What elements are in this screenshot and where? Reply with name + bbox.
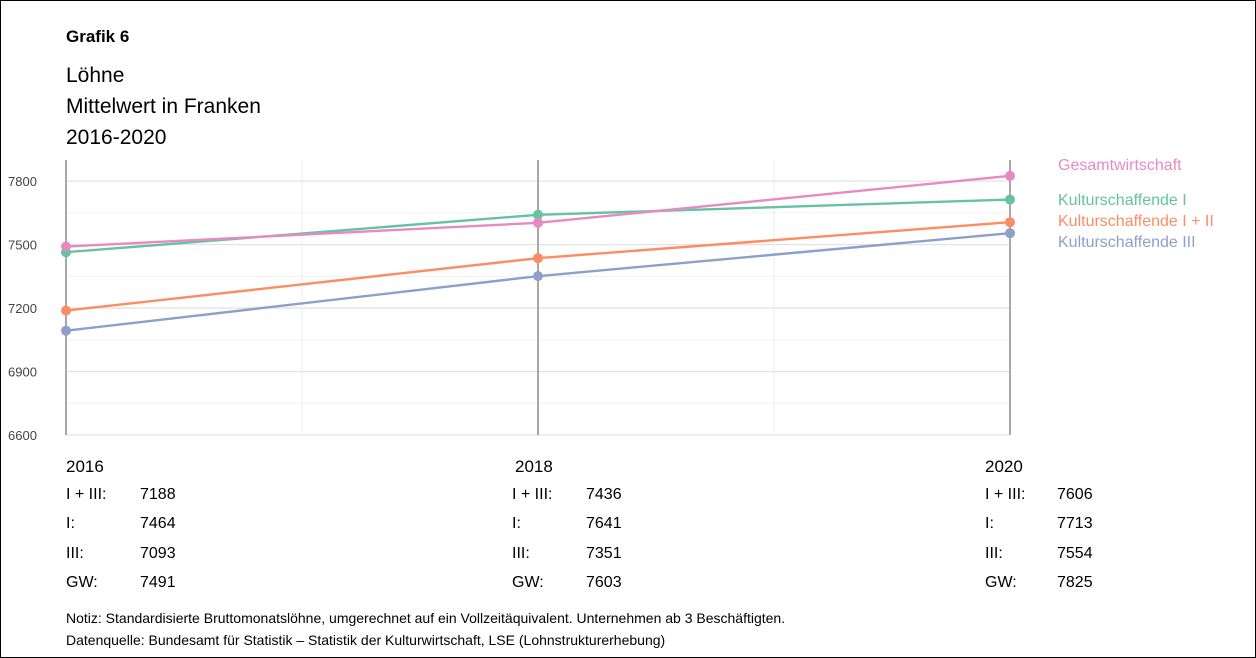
data-point xyxy=(533,209,543,220)
stat-value: 7603 xyxy=(586,574,622,591)
y-tick-label: 6600 xyxy=(8,428,37,443)
stat-value: 7188 xyxy=(140,486,176,503)
legend-kulturschaffende-i-ii: Kulturschaffende I + II xyxy=(1058,213,1214,230)
stat-label: I + III: xyxy=(66,486,107,503)
stat-label: III: xyxy=(985,545,1003,562)
figure-label: Grafik 6 xyxy=(66,27,130,46)
stat-value: 7491 xyxy=(140,574,176,591)
stat-value: 7713 xyxy=(1057,515,1093,532)
y-tick-label: 7200 xyxy=(8,301,37,316)
stats-year-2016: 2016 xyxy=(66,457,104,476)
legend-kulturschaffende-iii: Kulturschaffende III xyxy=(1058,234,1196,251)
stat-label: GW: xyxy=(985,574,1017,591)
stat-value: 7436 xyxy=(586,486,622,503)
data-point xyxy=(61,305,71,316)
stats-year-2020: 2020 xyxy=(985,457,1023,476)
chart-title-line-2: Mittelwert in Franken xyxy=(66,95,261,118)
stat-label: I + III: xyxy=(512,486,553,503)
stat-value: 7093 xyxy=(140,545,176,562)
data-point xyxy=(1005,194,1015,205)
footnote-notiz: Notiz: Standardisierte Bruttomonatslöhne… xyxy=(66,610,786,626)
legend-gesamtwirtschaft: Gesamtwirtschaft xyxy=(1058,157,1182,174)
stat-label: GW: xyxy=(66,574,98,591)
chart-title-line-1: Löhne xyxy=(66,64,125,87)
y-tick-label: 7500 xyxy=(8,238,37,253)
y-tick-label: 7800 xyxy=(8,174,37,189)
stat-label: III: xyxy=(66,545,84,562)
data-point xyxy=(1005,228,1015,239)
chart-title-line-3: 2016-2020 xyxy=(66,126,167,149)
data-point xyxy=(533,253,543,264)
footnote-datenquelle: Datenquelle: Bundesamt für Statistik – S… xyxy=(66,632,666,648)
stat-label: I + III: xyxy=(985,486,1026,503)
stat-value: 7351 xyxy=(586,545,622,562)
data-point xyxy=(61,241,71,252)
stats-year-2018: 2018 xyxy=(515,457,553,476)
data-point xyxy=(61,325,71,336)
stat-label: I: xyxy=(66,515,75,532)
stat-value: 7825 xyxy=(1057,574,1093,591)
stat-value: 7606 xyxy=(1057,486,1093,503)
y-tick-label: 6900 xyxy=(8,365,37,380)
data-point xyxy=(1005,170,1015,181)
stat-value: 7554 xyxy=(1057,545,1093,562)
legend-kulturschaffende-i: Kulturschaffende I xyxy=(1058,192,1187,209)
stat-value: 7464 xyxy=(140,515,176,532)
data-point xyxy=(533,271,543,282)
stat-label: I: xyxy=(985,515,994,532)
stat-label: I: xyxy=(512,515,521,532)
data-point xyxy=(533,217,543,228)
stat-label: III: xyxy=(512,545,530,562)
stat-label: GW: xyxy=(512,574,544,591)
data-point xyxy=(1005,217,1015,228)
stat-value: 7641 xyxy=(586,515,622,532)
